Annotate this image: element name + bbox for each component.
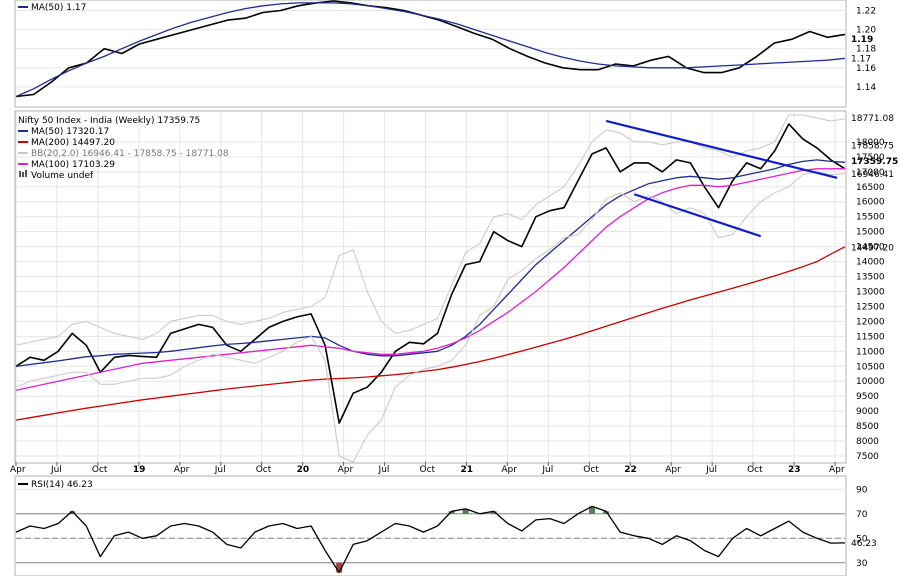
x-tick-label: Oct — [256, 465, 272, 475]
series-line-1-4 — [15, 114, 846, 346]
y-tick-label: 1.14 — [856, 83, 876, 93]
grid — [15, 10, 845, 573]
trendline-0 — [605, 119, 838, 179]
y-tick-label: 9500 — [856, 392, 879, 402]
y-tick-label: 8500 — [856, 422, 879, 432]
rsi-overbought-fill — [490, 511, 497, 514]
legend-ma100: MA(100) 17103.29 — [31, 160, 115, 170]
series-line-2-0 — [15, 505, 846, 574]
legend-bb: BB(20,2.0) 16946.41 - 17858.75 - 18771.0… — [31, 149, 229, 159]
series-line-1-2 — [15, 246, 846, 421]
x-tick-label: 22 — [624, 465, 637, 475]
x-tick-label: Apr — [10, 465, 26, 475]
y-tick-label: 13500 — [856, 273, 885, 283]
x-tick-label: Jul — [378, 465, 390, 475]
y-tick-label: 12500 — [856, 302, 885, 312]
price-title: Nifty 50 Index - India (Weekly) 17359.75 — [18, 116, 200, 126]
y-tick-label: 15500 — [856, 213, 885, 223]
last-value-label: 16946.41 — [851, 170, 894, 180]
last-value-label: 46.23 — [851, 539, 877, 549]
rsi-overbought-fill — [589, 506, 596, 514]
y-tick-label: 14500 — [856, 243, 885, 253]
y-tick-label: 1.16 — [856, 64, 876, 74]
ratio-legend-ma50: MA(50) 1.17 — [31, 3, 86, 13]
y-tick-label: 16500 — [856, 183, 885, 193]
axis-labels: 1.14 1.16 1.18 1.20 1.22 1.19 1.17 7500 8000 8500… — [10, 7, 898, 569]
y-tick-label: 1.20 — [856, 26, 876, 36]
y-tick-label: 17500 — [856, 153, 885, 163]
price-legend: Nifty 50 Index - India (Weekly) 17359.75… — [18, 116, 229, 181]
last-value-label: 18771.08 — [851, 114, 894, 124]
y-tick-label: 10000 — [856, 377, 885, 387]
y-tick-label: 8000 — [856, 437, 879, 447]
series-line-0-1 — [15, 2, 846, 98]
rsi-oversold-fill — [336, 562, 343, 573]
x-tick-label: Oct — [747, 465, 763, 475]
rsi-legend: RSI(14) 46.23 — [18, 480, 93, 490]
y-tick-label: 14000 — [856, 258, 885, 268]
y-tick-label: 10500 — [856, 362, 885, 372]
rsi-overbought-fill — [69, 511, 76, 514]
ratio-panel — [14, 0, 847, 108]
y-tick-label: 9000 — [856, 407, 879, 417]
y-tick-label: 12000 — [856, 317, 885, 327]
x-tick-label: Oct — [583, 465, 599, 475]
y-tick-label: 18000 — [856, 138, 885, 148]
y-tick-label: 16000 — [856, 198, 885, 208]
legend-ma50: MA(50) 17320.17 — [31, 127, 109, 137]
last-value-label: 17858.75 — [851, 142, 894, 152]
series-lines — [15, 0, 846, 574]
rsi-overbought-fill — [462, 508, 469, 514]
x-tick-label: 23 — [788, 465, 801, 475]
series-line-1-1 — [15, 159, 846, 367]
rsi-overbought-fill — [448, 511, 455, 514]
rsi-overbought-fill — [603, 511, 610, 514]
x-tick-label: Apr — [174, 465, 190, 475]
ratio-legend: MA(50) 1.17 — [18, 3, 86, 13]
x-tick-label: 20 — [297, 465, 310, 475]
y-tick-label: 17000 — [856, 168, 885, 178]
y-tick-label: 90 — [856, 485, 868, 495]
x-tick-label: Apr — [338, 465, 354, 475]
last-value-label: 1.17 — [851, 54, 871, 64]
y-tick-label: 1.18 — [856, 45, 876, 55]
y-tick-label: 15000 — [856, 228, 885, 238]
y-tick-label: 50 — [856, 534, 868, 544]
trendlines — [605, 119, 838, 238]
x-tick-label: Apr — [829, 465, 845, 475]
y-tick-label: 70 — [856, 510, 868, 520]
y-tick-label: 7500 — [856, 452, 879, 462]
y-tick-label: 13000 — [856, 287, 885, 297]
series-line-1-0 — [15, 123, 846, 424]
rsi-legend-text: RSI(14) 46.23 — [31, 480, 93, 490]
y-tick-label: 1.22 — [856, 7, 876, 17]
legend-volume: Volume undef — [31, 171, 94, 181]
x-tick-label: Apr — [501, 465, 517, 475]
last-value-label: 17359.75 — [851, 157, 898, 167]
series-line-1-3 — [15, 168, 846, 391]
x-tick-label: 21 — [460, 465, 473, 475]
y-tick-label: 11000 — [856, 347, 885, 357]
legend-ma200: MA(200) 14497.20 — [31, 138, 115, 148]
x-tick-label: Apr — [665, 465, 681, 475]
last-value-label: 1.19 — [851, 35, 873, 45]
price-panel — [14, 110, 847, 464]
x-tick-label: Jul — [214, 465, 226, 475]
y-tick-label: 11500 — [856, 332, 885, 342]
x-tick-label: Oct — [420, 465, 436, 475]
x-tick-label: 19 — [133, 465, 146, 475]
trendline-1 — [633, 193, 762, 238]
x-tick-label: Oct — [92, 465, 108, 475]
x-tick-label: Jul — [50, 465, 62, 475]
y-tick-label: 30 — [856, 559, 868, 569]
last-value-label: 14497.20 — [851, 244, 894, 254]
x-tick-label: Jul — [541, 465, 553, 475]
x-tick-label: Jul — [705, 465, 717, 475]
